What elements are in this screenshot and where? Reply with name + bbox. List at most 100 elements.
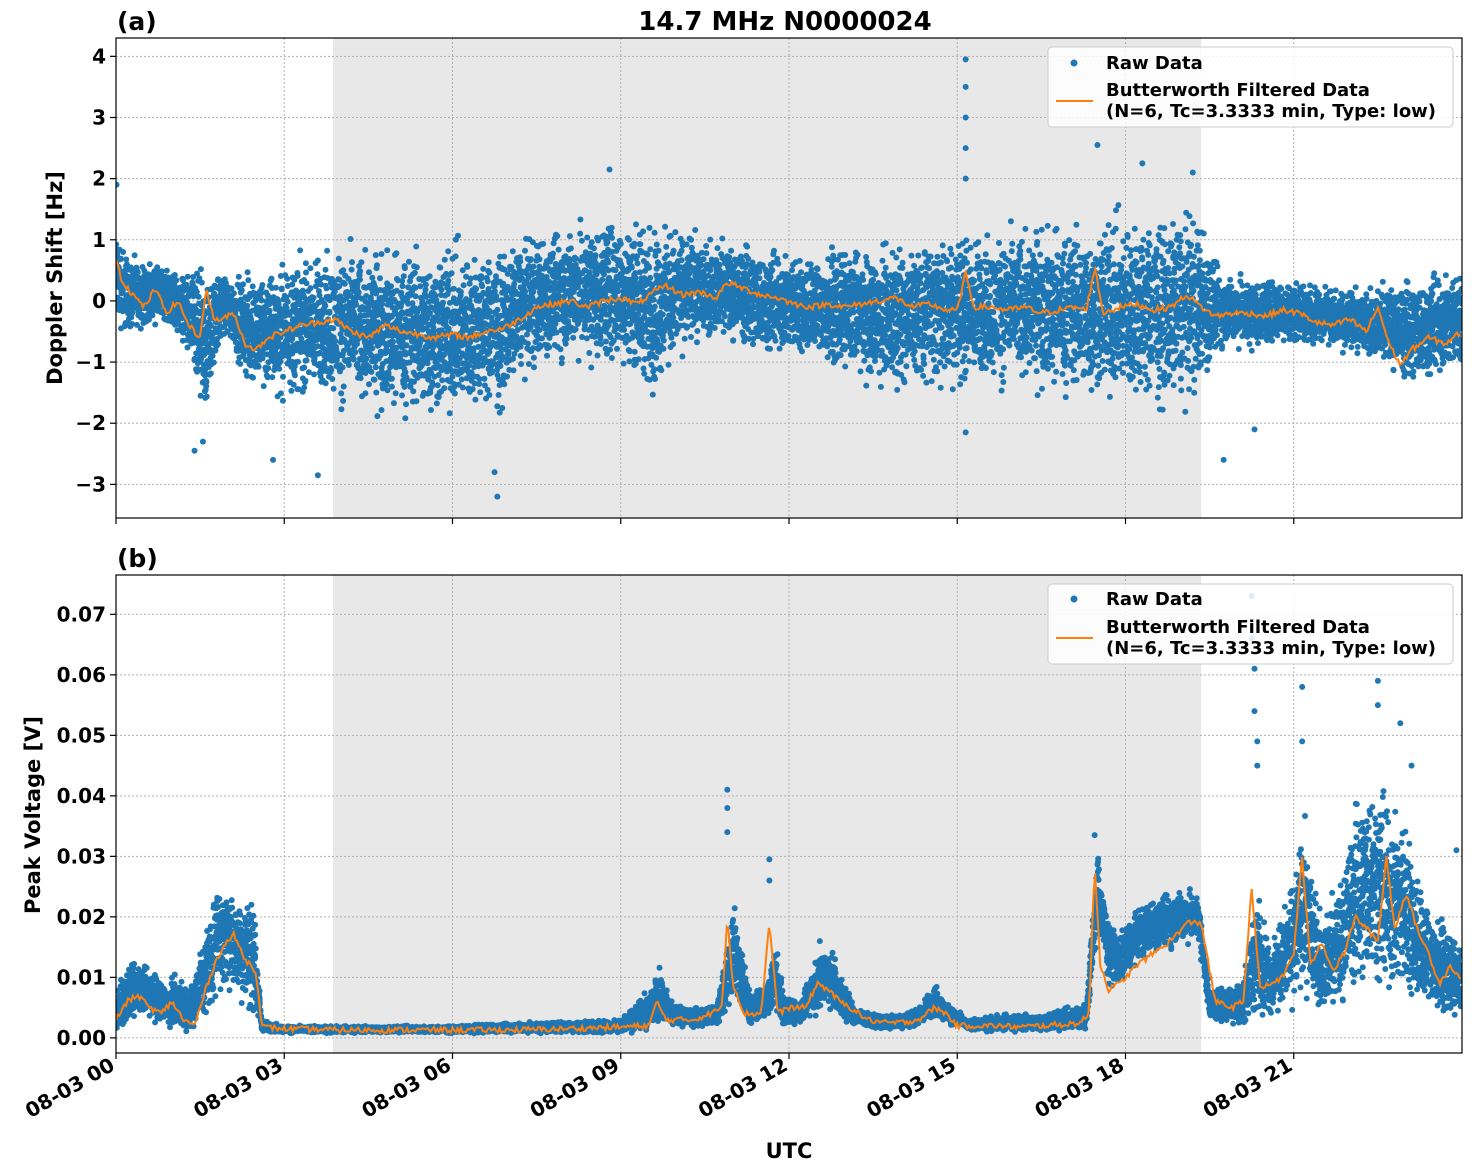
raw-data-point: [658, 367, 665, 374]
raw-data-point: [332, 338, 339, 345]
raw-data-point: [374, 262, 380, 269]
raw-data-point: [466, 362, 473, 369]
raw-data-point: [371, 376, 378, 383]
raw-data-point: [517, 258, 524, 265]
raw-data-point: [530, 263, 537, 270]
raw-data-point: [590, 245, 597, 252]
raw-data-point: [301, 384, 308, 391]
raw-data-point: [314, 271, 321, 278]
raw-data-point: [484, 278, 491, 285]
raw-data-point: [283, 304, 290, 311]
raw-data-point: [302, 377, 309, 384]
raw-data-point: [245, 277, 252, 284]
raw-data-point: [653, 241, 660, 248]
raw-data-point: [249, 307, 256, 314]
raw-data-point: [399, 283, 406, 290]
raw-data-point: [311, 371, 317, 378]
raw-data-point: [335, 255, 342, 262]
raw-data-point: [378, 251, 385, 257]
raw-data-point: [434, 382, 441, 389]
raw-data-point: [250, 374, 256, 381]
raw-data-point: [716, 261, 723, 268]
raw-data-point: [266, 307, 273, 314]
raw-data-point: [637, 241, 644, 248]
raw-data-point: [445, 277, 452, 284]
raw-data-point: [369, 274, 376, 281]
raw-data-point: [272, 284, 279, 291]
raw-data-point: [134, 269, 141, 276]
raw-data-point: [726, 254, 733, 261]
raw-data-point: [322, 302, 329, 309]
raw-data-point: [240, 281, 247, 288]
raw-data-point: [446, 410, 453, 417]
raw-data-point: [486, 392, 493, 398]
raw-data-point: [652, 376, 658, 382]
raw-data-point: [149, 312, 156, 319]
raw-data-point: [401, 265, 408, 272]
raw-data-point: [509, 248, 516, 255]
raw-data-point: [455, 232, 461, 239]
raw-data-point: [345, 362, 352, 368]
raw-data-point: [703, 250, 710, 257]
raw-data-point: [368, 368, 375, 375]
raw-data-point: [479, 283, 486, 290]
raw-data-point: [383, 381, 390, 388]
raw-data-point: [469, 386, 476, 393]
raw-data-point: [384, 247, 391, 254]
raw-data-point: [399, 392, 405, 399]
raw-data-point: [558, 360, 565, 367]
raw-data-point: [588, 239, 595, 246]
raw-data-point: [133, 321, 140, 328]
raw-data-point: [171, 272, 178, 278]
raw-data-point: [314, 257, 321, 264]
raw-data-point: [388, 283, 394, 290]
raw-data-point: [330, 385, 337, 392]
raw-data-point: [615, 288, 621, 295]
raw-data-point: [678, 247, 685, 254]
raw-data-point: [525, 361, 532, 367]
raw-data-point: [558, 355, 565, 362]
raw-data-point: [602, 338, 609, 345]
raw-data-point: [570, 334, 577, 341]
raw-data-point: [649, 391, 656, 398]
raw-data-point: [193, 288, 200, 295]
raw-data-point: [163, 267, 170, 274]
panel-a-label: (a): [117, 7, 157, 36]
raw-data-point: [419, 361, 426, 368]
raw-data-point: [557, 346, 564, 353]
raw-data-point: [210, 359, 217, 366]
raw-data-point: [651, 229, 658, 236]
raw-data-point: [303, 357, 310, 364]
raw-data-point: [594, 352, 601, 359]
raw-data-point: [662, 223, 669, 230]
raw-data-point: [366, 269, 372, 276]
raw-data-point: [402, 415, 409, 422]
raw-data-point: [249, 283, 256, 290]
raw-data-point: [203, 379, 210, 385]
raw-data-point: [269, 374, 276, 381]
raw-data-point: [318, 281, 325, 288]
raw-data-point: [546, 344, 553, 351]
raw-data-point: [207, 370, 214, 377]
raw-data-point: [439, 377, 446, 384]
raw-data-point: [650, 296, 657, 303]
raw-data-point: [728, 247, 735, 254]
raw-data-point: [536, 326, 543, 333]
raw-data-point: [277, 358, 284, 365]
raw-data-point: [592, 252, 599, 259]
raw-data-point: [660, 337, 667, 344]
raw-data-point: [340, 267, 347, 274]
raw-data-point: [605, 259, 612, 266]
raw-data-point: [538, 335, 545, 342]
raw-data-point: [310, 294, 317, 301]
raw-data-point: [683, 323, 690, 330]
raw-data-point: [647, 274, 654, 281]
raw-data-point: [297, 247, 304, 254]
raw-data-point: [349, 259, 355, 266]
raw-data-point: [258, 290, 265, 297]
raw-data-point: [259, 282, 266, 288]
raw-data-point: [521, 376, 528, 383]
raw-data-point: [694, 339, 700, 346]
raw-data-point: [437, 264, 444, 271]
raw-data-point: [563, 335, 570, 342]
